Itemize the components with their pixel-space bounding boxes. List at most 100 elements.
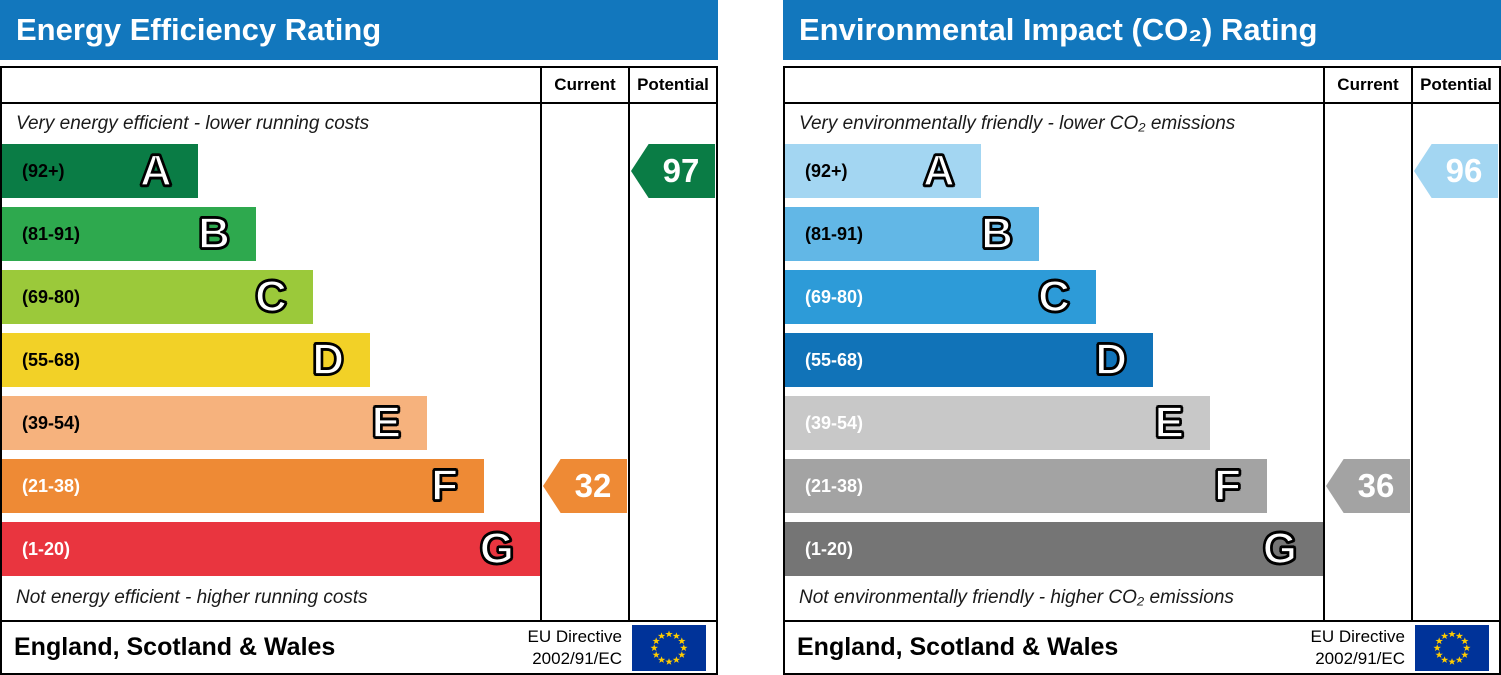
current-column-header: Current (1323, 68, 1411, 102)
energy-efficiency-title-bar: Energy Efficiency Rating (0, 0, 718, 60)
potential-column: 96 (1411, 104, 1499, 620)
band-row: (69-80) C (785, 270, 1323, 324)
band-row: (81-91) B (2, 207, 540, 261)
band-bar: (81-91) B (2, 207, 256, 261)
rating-bars: (92+) A (81-91) B (69-80) C (55-68) D (3… (2, 144, 540, 576)
potential-column-header: Potential (628, 68, 716, 102)
caption-top: Very energy efficient - lower running co… (16, 113, 370, 134)
band-range-label: (1-20) (805, 538, 854, 559)
band-row: (21-38) F (785, 459, 1323, 513)
environmental-impact-title-bar: Environmental Impact (CO₂) Rating (783, 0, 1501, 60)
current-rating-value: 36 (1357, 467, 1395, 504)
band-letter: F (1213, 461, 1242, 510)
band-letter: G (479, 524, 515, 573)
current-column: 36 (1323, 104, 1411, 620)
potential-column-header: Potential (1411, 68, 1499, 102)
band-row: (1-20) G (2, 522, 540, 576)
band-bar: (81-91) B (785, 207, 1039, 261)
eu-flag-icon (632, 624, 706, 671)
caption-top: Very environmentally friendly - lower CO… (799, 113, 1236, 134)
band-row: (92+) A (2, 144, 540, 198)
band-row: (92+) A (785, 144, 1323, 198)
band-range-label: (1-20) (22, 538, 71, 559)
region-label: England, Scotland & Wales (14, 633, 336, 661)
page-title: Environmental Impact (CO₂) Rating (799, 12, 1318, 47)
band-letter: A (922, 146, 956, 195)
band-letter: C (1037, 272, 1071, 321)
table-body: Very energy efficient - lower running co… (2, 104, 716, 620)
band-bar: (39-54) E (2, 396, 428, 450)
rating-bars: (92+) A (81-91) B (69-80) C (55-68) D (3… (785, 144, 1323, 576)
band-range-label: (81-91) (22, 223, 81, 244)
band-bar: (21-38) F (2, 459, 485, 513)
band-letter: F (430, 461, 459, 510)
page-title: Energy Efficiency Rating (16, 12, 382, 47)
band-letter: D (311, 335, 345, 384)
band-letter: D (1094, 335, 1128, 384)
band-row: (55-68) D (2, 333, 540, 387)
band-bar: (69-80) C (2, 270, 313, 324)
table-body: Very environmentally friendly - lower CO… (785, 104, 1499, 620)
band-row: (39-54) E (785, 396, 1323, 450)
band-range-label: (55-68) (805, 349, 864, 370)
band-row: (21-38) F (2, 459, 540, 513)
band-letter: B (980, 209, 1014, 258)
band-bar: (92+) A (785, 144, 981, 198)
band-range-label: (39-54) (805, 412, 864, 433)
caption-bottom: Not environmentally friendly - higher CO… (799, 587, 1234, 608)
band-row: (55-68) D (785, 333, 1323, 387)
band-range-label: (92+) (805, 160, 848, 181)
band-row: (81-91) B (785, 207, 1323, 261)
eu-flag-icon (1415, 624, 1489, 671)
chart-area: Very environmentally friendly - lower CO… (785, 104, 1323, 620)
potential-rating-arrow: 97 (631, 144, 715, 198)
band-bar: (55-68) D (2, 333, 370, 387)
current-rating-arrow: 36 (1326, 459, 1410, 513)
band-bar: (55-68) D (785, 333, 1153, 387)
band-letter: B (197, 209, 231, 258)
potential-rating-value: 97 (662, 152, 700, 189)
panel-environmental-impact: Environmental Impact (CO₂) Rating Curren… (783, 0, 1501, 675)
band-row: (1-20) G (785, 522, 1323, 576)
band-bar: (92+) A (2, 144, 198, 198)
band-range-label: (81-91) (805, 223, 864, 244)
band-range-label: (21-38) (22, 475, 81, 496)
current-rating-arrow: 32 (543, 459, 627, 513)
current-column-header: Current (540, 68, 628, 102)
band-row: (39-54) E (2, 396, 540, 450)
band-range-label: (21-38) (805, 475, 864, 496)
band-bar: (21-38) F (785, 459, 1268, 513)
chart-column-header (2, 68, 540, 102)
environmental-impact-table: Current Potential Very environmentally f… (783, 66, 1501, 675)
band-letter: C (254, 272, 288, 321)
band-row: (69-80) C (2, 270, 540, 324)
table-header: Current Potential (785, 68, 1499, 104)
band-letter: A (139, 146, 173, 195)
band-range-label: (69-80) (22, 286, 81, 307)
band-letter: E (371, 398, 402, 447)
current-column: 32 (540, 104, 628, 620)
table-footer: England, Scotland & Wales EU Directive 2… (785, 620, 1499, 673)
band-range-label: (92+) (22, 160, 65, 181)
table-footer: England, Scotland & Wales EU Directive 2… (2, 620, 716, 673)
band-bar: (1-20) G (2, 522, 540, 576)
band-range-label: (39-54) (22, 412, 81, 433)
band-range-label: (55-68) (22, 349, 81, 370)
region-label: England, Scotland & Wales (797, 633, 1119, 661)
panel-energy-efficiency: Energy Efficiency Rating Current Potenti… (0, 0, 718, 675)
chart-area: Very energy efficient - lower running co… (2, 104, 540, 620)
band-letter: E (1154, 398, 1185, 447)
eu-directive-label: EU Directive 2002/91/EC (527, 627, 622, 668)
potential-rating-value: 96 (1445, 152, 1483, 189)
band-bar: (39-54) E (785, 396, 1211, 450)
potential-column: 97 (628, 104, 716, 620)
table-header: Current Potential (2, 68, 716, 104)
energy-efficiency-table: Current Potential Very energy efficient … (0, 66, 718, 675)
chart-column-header (785, 68, 1323, 102)
band-bar: (69-80) C (785, 270, 1096, 324)
band-bar: (1-20) G (785, 522, 1323, 576)
band-range-label: (69-80) (805, 286, 864, 307)
potential-rating-arrow: 96 (1414, 144, 1498, 198)
current-rating-value: 32 (574, 467, 612, 504)
